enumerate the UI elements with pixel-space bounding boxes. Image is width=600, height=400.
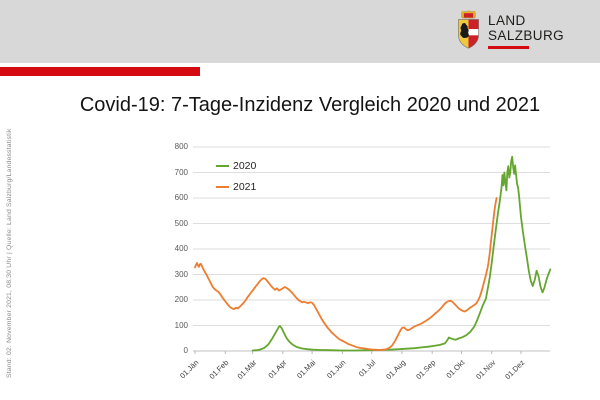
legend-swatch-2021 (216, 185, 229, 189)
y-tick-label: 300 (174, 269, 188, 279)
y-tick-label: 400 (174, 244, 188, 253)
y-tick-label: 200 (174, 295, 188, 304)
legend-item-2020: 2020 (216, 160, 256, 172)
series-line-2021 (194, 197, 498, 351)
series-line-2020 (251, 155, 552, 352)
legend-item-2021: 2021 (216, 181, 256, 193)
logo-text-land: LAND (488, 13, 526, 28)
logo-red-underline (488, 46, 530, 49)
logo-text-salzburg: SALZBURG (488, 28, 564, 43)
y-tick-label: 100 (174, 320, 188, 330)
header-band: LAND SALZBURG (0, 0, 600, 63)
y-tick-label: 600 (174, 193, 188, 202)
page-title: Covid-19: 7-Tage-Inzidenz Vergleich 2020… (79, 94, 541, 116)
legend-label-2021: 2021 (233, 181, 257, 193)
y-tick-label: 800 (174, 142, 188, 151)
land-salzburg-logo: LAND SALZBURG (456, 10, 564, 51)
y-tick-label: 700 (174, 167, 188, 177)
y-tick-label: 500 (174, 218, 188, 228)
y-tick-label: 0 (183, 346, 188, 355)
legend-swatch-2020 (216, 164, 229, 168)
red-accent-bar (0, 67, 200, 76)
salzburg-crest-icon (458, 10, 479, 49)
legend-label-2020: 2020 (233, 160, 257, 172)
